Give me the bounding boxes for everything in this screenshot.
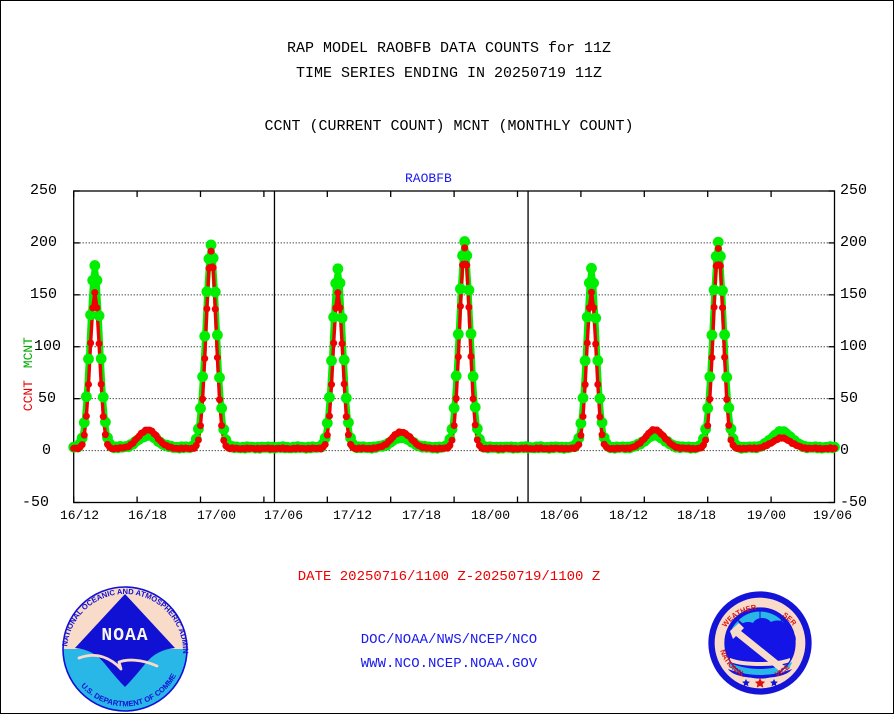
svg-text:NOAA: NOAA (101, 626, 148, 646)
